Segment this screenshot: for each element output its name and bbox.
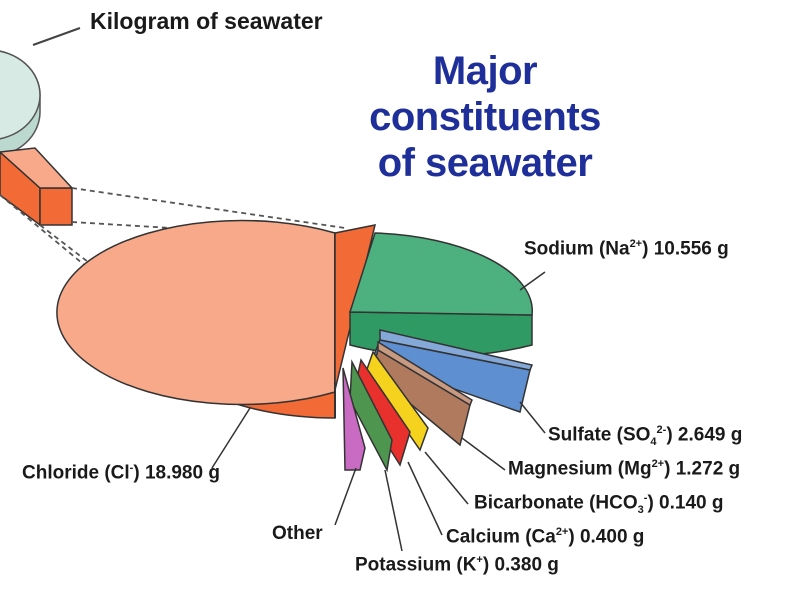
slice-sodium bbox=[348, 232, 533, 357]
kilogram-label: Kilogram of seawater bbox=[90, 8, 323, 34]
label-bicarbonate: Bicarbonate (HCO3-) 0.140 g bbox=[474, 492, 724, 517]
label-sulfate: Sulfate (SO42-) 2.649 g bbox=[548, 424, 743, 449]
title-line-1: Major bbox=[432, 49, 538, 93]
small-chloride-wedge bbox=[0, 147, 74, 227]
title-line-3: of seawater bbox=[377, 141, 593, 185]
slice-potassium bbox=[349, 359, 393, 473]
slice-other bbox=[342, 367, 366, 471]
chart-title: Major constituents of seawater bbox=[340, 48, 630, 186]
label-magnesium: Magnesium (Mg2+) 1.272 g bbox=[508, 458, 741, 480]
title-line-2: constituents bbox=[369, 95, 601, 139]
label-sodium: Sodium (Na2+) 10.556 g bbox=[524, 238, 729, 260]
slice-bicarbonate bbox=[365, 350, 429, 452]
kilogram-leader bbox=[32, 27, 81, 46]
kilogram-pie bbox=[0, 50, 41, 157]
label-calcium: Calcium (Ca2+) 0.400 g bbox=[446, 526, 645, 548]
label-chloride: Chloride (Cl-) 18.980 g bbox=[22, 462, 220, 484]
slice-magnesium bbox=[371, 340, 473, 447]
leader-lines bbox=[211, 271, 546, 552]
slice-chloride bbox=[56, 219, 377, 419]
label-potassium: Potassium (K+) 0.380 g bbox=[355, 554, 559, 576]
label-other: Other bbox=[272, 523, 323, 544]
